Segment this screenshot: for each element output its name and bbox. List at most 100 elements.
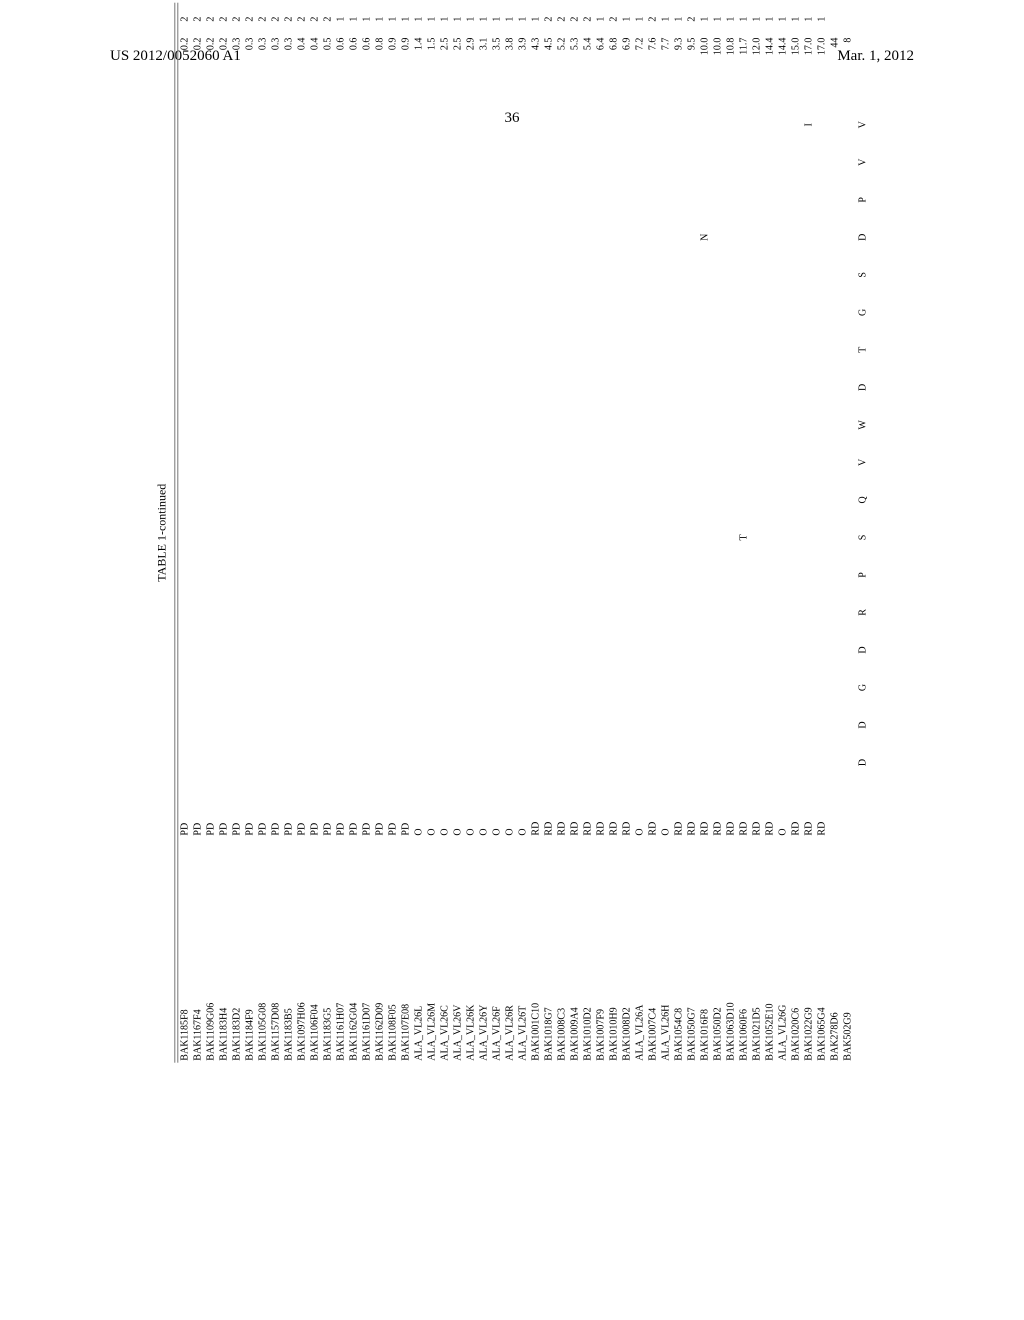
mutation-cell <box>465 594 478 632</box>
value-primary: 10.8 <box>725 36 738 106</box>
value-secondary: 1 <box>400 3 413 36</box>
mutation-cell <box>413 594 426 632</box>
mutation-cell <box>595 594 608 632</box>
mutation-cell <box>361 406 374 444</box>
mutation-cell <box>647 144 660 182</box>
mutation-cell <box>426 219 439 257</box>
mutation-cell <box>790 556 803 594</box>
table-row: BAK1107E08PD0.91 <box>400 3 413 1063</box>
mutation-cell <box>179 519 192 557</box>
mutation-cell <box>738 406 751 444</box>
mutation-cell <box>244 481 257 519</box>
mutation-cell <box>387 106 400 144</box>
mutation-cell <box>257 294 270 332</box>
mutation-cell <box>764 219 777 257</box>
table-row: BAK1008D2RD6.91 <box>621 3 634 1063</box>
table-row: ALA_VL26FO3.51 <box>491 3 504 1063</box>
mutation-cell <box>660 331 673 369</box>
mutation-cell <box>322 369 335 407</box>
mutation-cell <box>491 556 504 594</box>
mutation-cell <box>764 406 777 444</box>
mutation-cell <box>231 594 244 632</box>
mutation-cell <box>764 519 777 557</box>
mutation-cell <box>556 706 569 744</box>
mutation-cell <box>790 481 803 519</box>
source-code: PD <box>361 781 374 837</box>
mutation-cell <box>322 444 335 482</box>
mutation-cell <box>803 294 816 332</box>
mutation-cell <box>283 631 296 669</box>
mutation-cell <box>192 144 205 182</box>
mutation-cell <box>452 481 465 519</box>
mutation-cell <box>400 594 413 632</box>
mutation-cell <box>491 631 504 669</box>
mutation-cell <box>816 444 829 482</box>
mutation-cell <box>660 631 673 669</box>
value-primary: 0.6 <box>361 36 374 106</box>
mutation-cell <box>309 444 322 482</box>
mutation-cell <box>569 294 582 332</box>
clone-id: BAK1021D5 <box>751 838 764 1063</box>
value-secondary: 2 <box>192 3 205 36</box>
mutation-cell <box>816 594 829 632</box>
source-code: PD <box>309 781 322 837</box>
mutation-cell <box>400 181 413 219</box>
mutation-cell <box>582 369 595 407</box>
value-primary: 0.2 <box>218 36 231 106</box>
mutation-cell <box>205 106 218 144</box>
table-row: ALA_VL26MO1.51 <box>426 3 439 1063</box>
mutation-cell <box>712 406 725 444</box>
mutation-cell <box>179 594 192 632</box>
mutation-cell <box>790 106 803 144</box>
mutation-cell <box>309 331 322 369</box>
mutation-cell <box>569 219 582 257</box>
mutation-cell <box>374 294 387 332</box>
mutation-cell <box>608 444 621 482</box>
mutation-cell <box>517 256 530 294</box>
mutation-cell <box>504 369 517 407</box>
mutation-cell <box>348 106 361 144</box>
mutation-cell <box>829 444 842 482</box>
value-secondary: 2 <box>244 3 257 36</box>
mutation-cell <box>699 481 712 519</box>
mutation-cell <box>439 444 452 482</box>
mutation-cell <box>803 556 816 594</box>
mutation-cell <box>192 444 205 482</box>
table-row: BAK1162D09PD0.81 <box>374 3 387 1063</box>
mutation-cell <box>348 556 361 594</box>
mutation-cell <box>569 181 582 219</box>
mutation-cell <box>322 294 335 332</box>
mutation-cell <box>413 406 426 444</box>
mutation-cell <box>244 706 257 744</box>
mutation-cell <box>790 631 803 669</box>
clone-id: BAK1050G7 <box>686 838 699 1063</box>
mutation-cell <box>725 219 738 257</box>
mutation-cell <box>491 219 504 257</box>
table-row: BAK1183D2PD0.32 <box>231 3 244 1063</box>
value-primary: 6.9 <box>621 36 634 106</box>
mutation-cell <box>439 706 452 744</box>
value-primary: 0.2 <box>179 36 192 106</box>
value-primary: 0.8 <box>374 36 387 106</box>
mutation-cell <box>244 631 257 669</box>
clone-id: ALA_VL26V <box>452 838 465 1063</box>
value-primary: 15.0 <box>790 36 803 106</box>
mutation-cell <box>179 631 192 669</box>
source-code: O <box>439 781 452 837</box>
mutation-cell <box>569 331 582 369</box>
mutation-cell <box>348 406 361 444</box>
table-row: BAK1183B5PD0.32 <box>283 3 296 1063</box>
mutation-cell <box>335 181 348 219</box>
mutation-cell <box>686 181 699 219</box>
mutation-cell <box>803 481 816 519</box>
mutation-cell <box>647 556 660 594</box>
mutation-cell <box>218 106 231 144</box>
mutation-cell <box>842 406 855 444</box>
value-primary: 2.9 <box>465 36 478 106</box>
mutation-cell <box>296 556 309 594</box>
mutation-cell <box>712 219 725 257</box>
mutation-cell <box>647 444 660 482</box>
mutation-cell <box>673 669 686 707</box>
mutation-cell <box>491 744 504 782</box>
mutation-cell <box>283 331 296 369</box>
